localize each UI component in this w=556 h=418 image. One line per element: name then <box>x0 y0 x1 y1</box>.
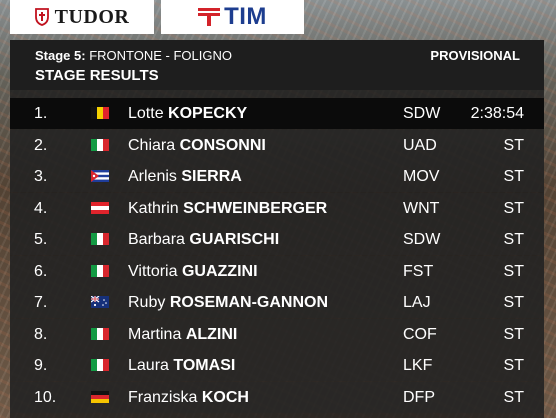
austria-flag-icon <box>91 201 109 214</box>
italy-flag-icon <box>91 359 109 372</box>
tudor-sponsor-logo: TUDOR <box>10 0 154 34</box>
team-code: MOV <box>403 168 440 186</box>
rider-first-name: Lotte <box>128 105 164 122</box>
position-label: 7. <box>34 294 48 312</box>
rider-last-name: ALZINI <box>185 325 238 343</box>
tim-sponsor-logo: TIM <box>161 0 304 34</box>
finish-time: ST <box>503 325 524 343</box>
team-code: UAD <box>403 136 437 154</box>
cuba-flag-icon <box>91 170 109 183</box>
germany-flag-icon <box>91 390 109 403</box>
rider-first-name: Ruby <box>128 294 166 312</box>
position-label: 9. <box>34 357 48 375</box>
tim-wordmark: TIM <box>224 3 267 30</box>
finish-time: 2:38:54 <box>470 105 524 122</box>
finish-time: ST <box>503 231 524 249</box>
team-code: SDW <box>403 105 441 122</box>
finish-time: ST <box>503 136 524 154</box>
rider-name: Martina ALZINI <box>128 326 237 344</box>
position-label: 6. <box>34 262 48 280</box>
position-label: 4. <box>34 199 48 217</box>
position-label: 5. <box>34 231 48 249</box>
rider-last-name: GUAZZINI <box>181 262 258 280</box>
position-label: 10. <box>34 388 57 406</box>
belgium-flag-icon <box>91 107 109 119</box>
team-code: COF <box>403 325 437 343</box>
rider-name: Lotte KOPECKY <box>128 105 247 123</box>
rider-first-name: Kathrin <box>128 199 179 217</box>
rider-first-name: Barbara <box>128 231 185 249</box>
rider-name: Barbara GUARISCHI <box>128 231 279 249</box>
position-label: 8. <box>34 325 48 343</box>
rider-name: Arlenis SIERRA <box>128 168 242 186</box>
australia-flag-icon <box>91 296 109 309</box>
result-row: 5. Barbara GUARISCHI SDW ST <box>10 224 544 256</box>
stage-route: FRONTONE - FOLIGNO <box>89 48 232 63</box>
position-label: 2. <box>34 136 48 154</box>
finish-time: ST <box>503 168 524 186</box>
result-row: 3. Arlenis SIERRA MOV ST <box>10 161 544 193</box>
italy-flag-icon <box>91 327 109 340</box>
rider-last-name: SCHWEINBERGER <box>183 199 328 217</box>
finish-time: ST <box>503 199 524 217</box>
rider-last-name: CONSONNI <box>179 136 266 154</box>
result-row: 9. Laura TOMASI LKF ST <box>10 350 544 382</box>
rider-first-name: Laura <box>128 357 169 375</box>
rider-last-name: TOMASI <box>173 357 236 375</box>
rider-first-name: Chiara <box>128 136 176 154</box>
italy-flag-icon <box>91 264 109 277</box>
rider-first-name: Vittoria <box>128 262 178 280</box>
rider-last-name: ROSEMAN-GANNON <box>169 294 329 312</box>
rider-name: Ruby ROSEMAN-GANNON <box>128 294 328 312</box>
result-row: 2. Chiara CONSONNI UAD ST <box>10 129 544 161</box>
position-label: 1. <box>34 105 48 122</box>
position-label: 3. <box>34 168 48 186</box>
results-header: Stage 5: FRONTONE - FOLIGNO STAGE RESULT… <box>10 40 544 90</box>
tudor-wordmark: TUDOR <box>54 5 130 28</box>
result-row: 4. Kathrin SCHWEINBERGER WNT ST <box>10 192 544 224</box>
status-badge: PROVISIONAL <box>430 48 520 63</box>
rider-first-name: Martina <box>128 325 182 343</box>
result-row: 10. Franziska KOCH DFP ST <box>10 381 544 413</box>
finish-time: ST <box>503 294 524 312</box>
finish-time: ST <box>503 357 524 375</box>
rider-name: Laura TOMASI <box>128 357 235 375</box>
team-code: DFP <box>403 388 435 406</box>
result-row: 1. Lotte KOPECKY SDW 2:38:54 <box>10 98 544 129</box>
stage-line: Stage 5: FRONTONE - FOLIGNO <box>35 48 232 63</box>
rider-first-name: Arlenis <box>128 168 177 186</box>
team-code: SDW <box>403 231 441 249</box>
italy-flag-icon <box>91 138 109 151</box>
rider-last-name: KOCH <box>201 388 249 406</box>
tudor-shield-icon <box>34 8 49 26</box>
team-code: WNT <box>403 199 440 217</box>
page-title: STAGE RESULTS <box>35 67 159 84</box>
results-panel: Stage 5: FRONTONE - FOLIGNO STAGE RESULT… <box>10 40 544 418</box>
result-row: 6. Vittoria GUAZZINI FST ST <box>10 255 544 287</box>
italy-flag-icon <box>91 233 109 246</box>
team-code: LKF <box>403 357 433 375</box>
rider-name: Franziska KOCH <box>128 389 249 407</box>
rider-name: Kathrin SCHWEINBERGER <box>128 200 327 218</box>
rider-name: Chiara CONSONNI <box>128 137 266 155</box>
rider-first-name: Franziska <box>128 388 198 406</box>
team-code: FST <box>403 262 434 280</box>
finish-time: ST <box>503 262 524 280</box>
result-row: 8. Martina ALZINI COF ST <box>10 318 544 350</box>
finish-time: ST <box>503 388 524 406</box>
team-code: LAJ <box>403 294 431 312</box>
rider-name: Vittoria GUAZZINI <box>128 263 258 281</box>
result-row: 7. Ruby ROSEMAN-GANNON LAJ ST <box>10 287 544 319</box>
stage-prefix: Stage 5: <box>35 48 86 63</box>
rider-last-name: KOPECKY <box>168 105 248 122</box>
rider-last-name: GUARISCHI <box>189 231 280 249</box>
tim-mark-icon <box>198 8 221 26</box>
rider-last-name: SIERRA <box>181 168 242 186</box>
